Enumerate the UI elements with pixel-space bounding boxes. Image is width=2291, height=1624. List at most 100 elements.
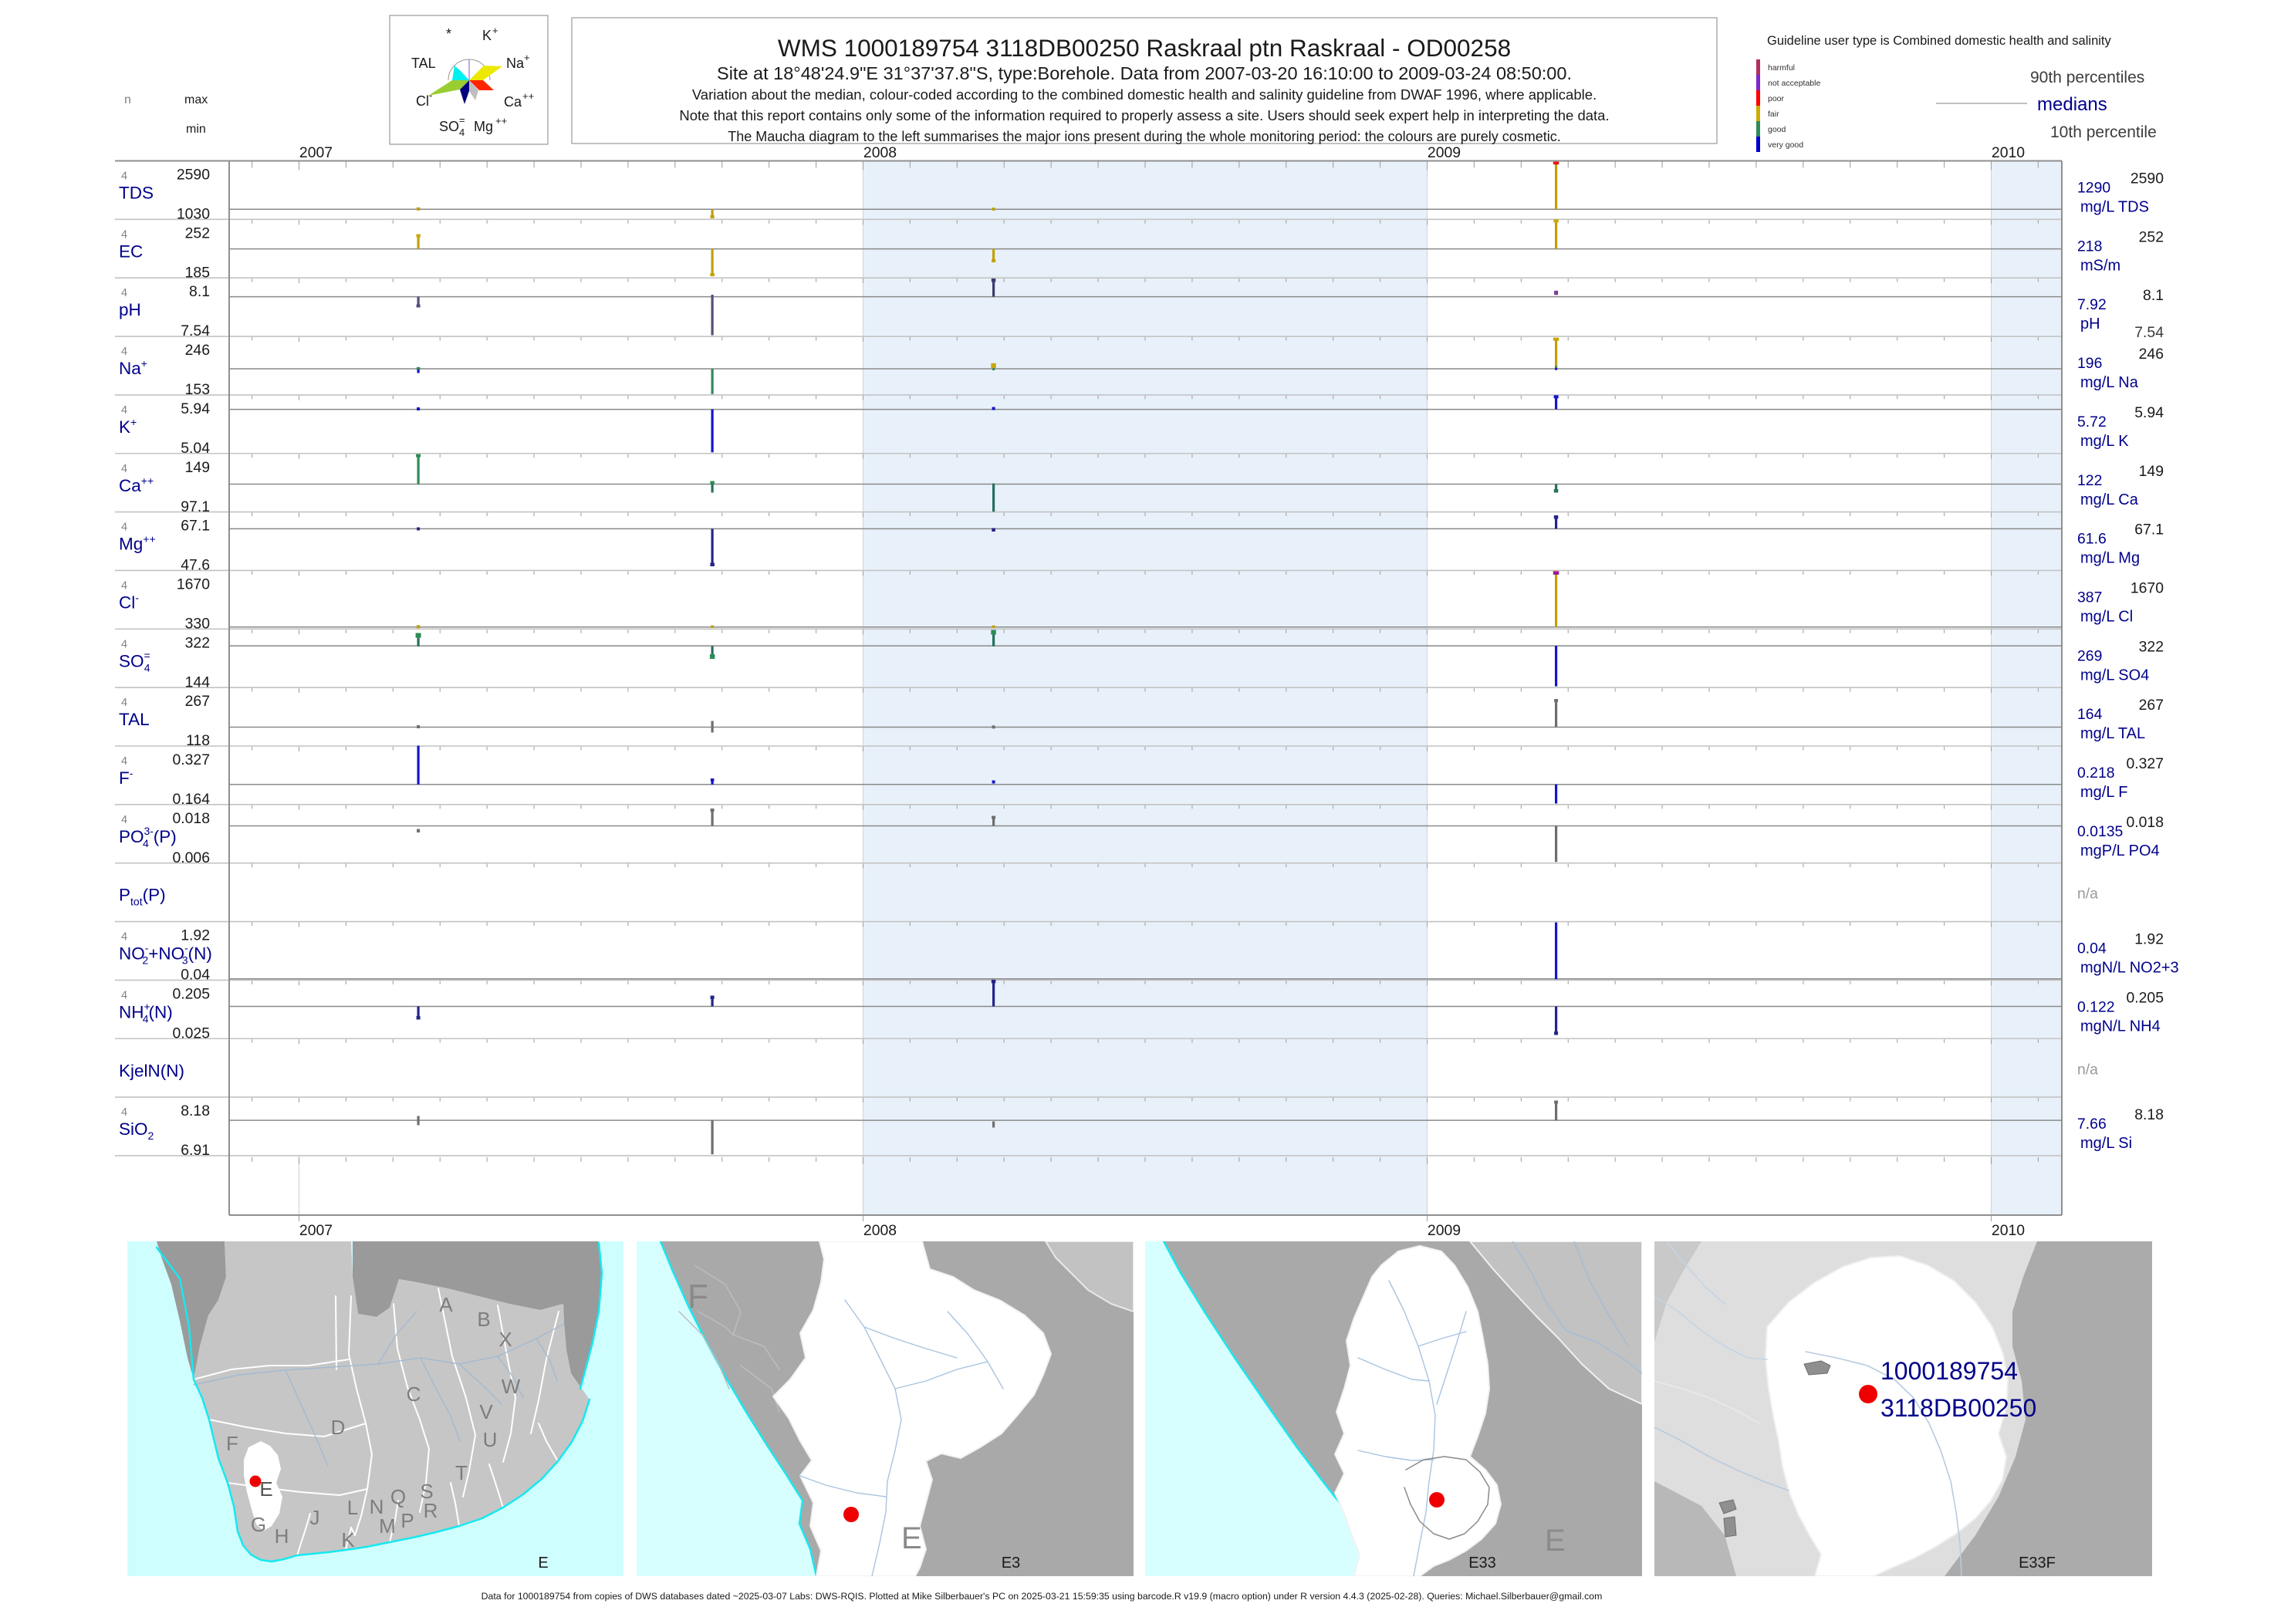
- svg-text:P: P: [400, 1509, 414, 1532]
- svg-text:medians: medians: [2037, 94, 2107, 115]
- svg-text:-: -: [429, 89, 432, 101]
- svg-text:poor: poor: [1768, 94, 1785, 103]
- svg-text:0.006: 0.006: [172, 849, 210, 866]
- svg-text:mg/L K: mg/L K: [2080, 433, 2129, 450]
- svg-text:+: +: [524, 52, 530, 63]
- svg-text:267: 267: [185, 693, 210, 710]
- svg-text:0.205: 0.205: [172, 985, 210, 1002]
- svg-text:4: 4: [121, 228, 127, 241]
- svg-text:PO3-4(P): PO3-4 (P): [119, 825, 177, 849]
- svg-text:4: 4: [121, 346, 127, 358]
- svg-text:mg/L F: mg/L F: [2080, 784, 2128, 801]
- svg-text:N: N: [370, 1495, 384, 1518]
- svg-text:mg/L SO4: mg/L SO4: [2080, 667, 2149, 684]
- svg-text:4: 4: [121, 931, 127, 944]
- svg-text:2008: 2008: [863, 144, 897, 161]
- svg-text:NH+4(N): NH+ 4(N): [119, 1000, 173, 1025]
- svg-text:4: 4: [121, 404, 127, 417]
- svg-text:8.1: 8.1: [2143, 287, 2164, 304]
- svg-text:149: 149: [2139, 463, 2164, 480]
- svg-text:8.1: 8.1: [189, 283, 210, 300]
- svg-text:R: R: [424, 1499, 438, 1522]
- svg-text:0.122: 0.122: [2077, 998, 2115, 1015]
- svg-text:185: 185: [185, 264, 210, 281]
- svg-text:218: 218: [2077, 238, 2102, 255]
- svg-text:153: 153: [185, 381, 210, 398]
- svg-text:0.018: 0.018: [2126, 814, 2164, 831]
- svg-text:Guideline user type is Combine: Guideline user type is Combined domestic…: [1767, 34, 2111, 48]
- svg-text:0.205: 0.205: [2126, 989, 2164, 1006]
- svg-text:1670: 1670: [2130, 579, 2164, 596]
- svg-text:8.18: 8.18: [181, 1102, 210, 1119]
- svg-text:0.025: 0.025: [172, 1025, 210, 1042]
- svg-text:mgN/L NO2+3: mgN/L NO2+3: [2080, 960, 2179, 977]
- svg-text:4: 4: [459, 127, 465, 138]
- svg-text:2590: 2590: [2130, 171, 2164, 187]
- svg-text:252: 252: [2139, 228, 2164, 245]
- svg-text:7.66: 7.66: [2077, 1116, 2107, 1133]
- svg-text:7.92: 7.92: [2077, 296, 2107, 313]
- svg-text:2010: 2010: [1992, 144, 2025, 161]
- svg-text:1290: 1290: [2077, 180, 2110, 197]
- svg-text:mS/m: mS/m: [2080, 257, 2120, 274]
- svg-text:n/a: n/a: [2077, 1061, 2098, 1078]
- svg-text:164: 164: [2077, 706, 2103, 723]
- svg-text:2007: 2007: [299, 1222, 333, 1239]
- svg-text:C: C: [407, 1383, 421, 1406]
- svg-text:V: V: [479, 1400, 493, 1423]
- svg-text:SO=4: SO= 4: [119, 649, 150, 674]
- svg-text:1.92: 1.92: [181, 927, 210, 944]
- svg-text:L: L: [347, 1496, 358, 1519]
- svg-text:144: 144: [185, 674, 211, 690]
- svg-text:TAL: TAL: [411, 56, 436, 71]
- svg-text:mg/L TAL: mg/L TAL: [2080, 725, 2145, 742]
- svg-text:5.04: 5.04: [181, 440, 210, 457]
- svg-text:Data for 1000189754 from copie: Data for 1000189754 from copies of DWS d…: [482, 1591, 1603, 1602]
- svg-text:0.04: 0.04: [181, 967, 210, 984]
- svg-text:min: min: [186, 123, 206, 136]
- svg-text:269: 269: [2077, 647, 2102, 664]
- svg-text:0.327: 0.327: [172, 751, 210, 768]
- svg-text:2010: 2010: [1992, 1222, 2025, 1239]
- svg-text:246: 246: [185, 342, 210, 359]
- svg-text:4: 4: [121, 463, 127, 475]
- svg-text:E: E: [538, 1555, 548, 1572]
- svg-text:harmful: harmful: [1768, 63, 1795, 73]
- svg-text:E: E: [901, 1521, 922, 1555]
- svg-text:4: 4: [121, 579, 127, 592]
- svg-text:max: max: [184, 93, 208, 106]
- svg-text:2009: 2009: [1428, 1222, 1461, 1239]
- svg-text:322: 322: [185, 634, 210, 651]
- svg-text:1030: 1030: [177, 206, 210, 223]
- svg-text:4: 4: [121, 638, 127, 650]
- svg-text:mgP/L PO4: mgP/L PO4: [2080, 842, 2160, 859]
- svg-text:Mg: Mg: [474, 119, 493, 134]
- svg-text:0.218: 0.218: [2077, 765, 2115, 782]
- svg-text:7.54: 7.54: [2134, 324, 2164, 341]
- svg-text:7.54: 7.54: [181, 322, 210, 339]
- svg-text:W: W: [502, 1375, 521, 1398]
- svg-text:322: 322: [2139, 638, 2164, 655]
- svg-text:X: X: [498, 1328, 512, 1351]
- svg-text:WMS 1000189754 3118DB00250 Ras: WMS 1000189754 3118DB00250 Raskraal ptn …: [778, 34, 1511, 62]
- svg-text:2007: 2007: [299, 144, 333, 161]
- svg-text:0.0135: 0.0135: [2077, 823, 2123, 840]
- svg-text:U: U: [483, 1428, 498, 1451]
- svg-text:47.6: 47.6: [181, 557, 210, 574]
- svg-text:3118DB00250: 3118DB00250: [1880, 1394, 2036, 1422]
- svg-text:pH: pH: [2080, 316, 2100, 333]
- svg-text:5.94: 5.94: [181, 400, 210, 417]
- svg-text:mg/L TDS: mg/L TDS: [2080, 199, 2149, 216]
- svg-text:122: 122: [2077, 472, 2102, 489]
- svg-text:not acceptable: not acceptable: [1768, 79, 1820, 88]
- svg-text:0.164: 0.164: [172, 791, 210, 808]
- svg-text:S: S: [420, 1480, 433, 1503]
- svg-text:KjelN(N): KjelN(N): [119, 1061, 184, 1080]
- svg-text:n: n: [124, 93, 131, 106]
- svg-text:Note that this report contains: Note that this report contains only some…: [679, 107, 1609, 123]
- svg-text:Ptot(P): Ptot(P): [119, 886, 166, 908]
- svg-text:H: H: [275, 1524, 289, 1548]
- svg-text:SO: SO: [439, 119, 459, 134]
- svg-text:E33F: E33F: [2019, 1555, 2056, 1572]
- svg-text:1670: 1670: [177, 576, 210, 593]
